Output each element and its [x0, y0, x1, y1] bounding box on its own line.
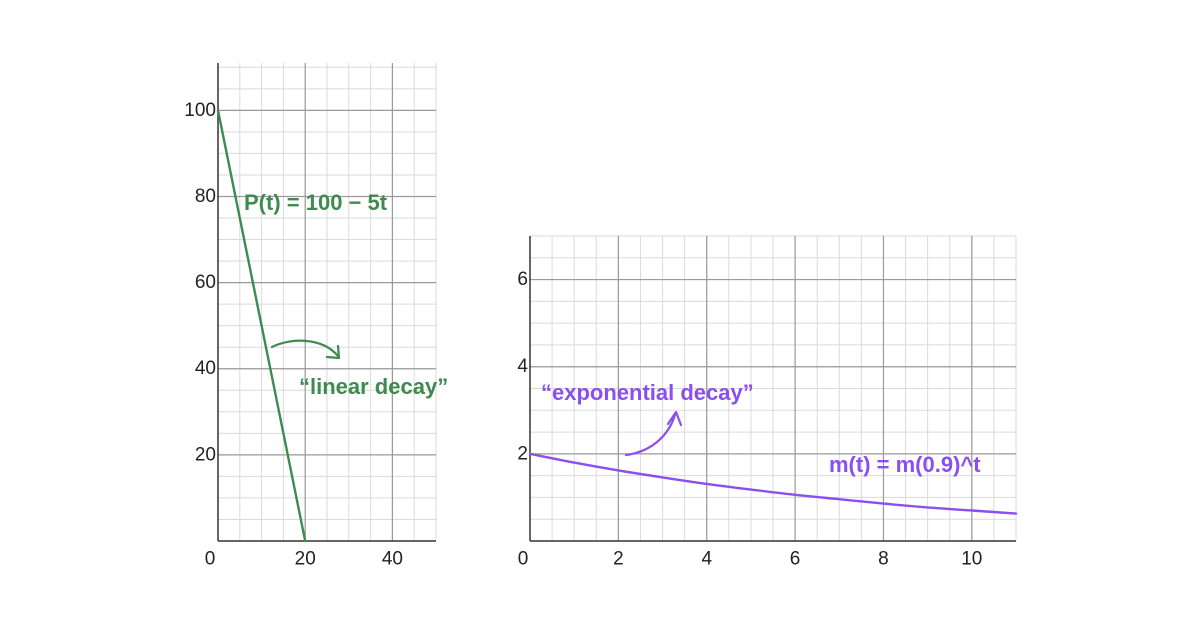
exponential-x-tick-label: 10 — [961, 549, 982, 570]
exponential-chart-axes — [529, 236, 1016, 542]
linear-annotation-arrow-icon — [270, 339, 340, 358]
linear-chart-grid — [218, 63, 437, 541]
exponential-y-tick-label: 2 — [517, 443, 528, 464]
linear-decay-caption: “linear decay” — [299, 374, 448, 399]
linear-equation-label: P(t) = 100 − 5t — [244, 190, 388, 215]
linear-series-line-0 — [216, 109, 307, 543]
exponential-x-tick-label: 6 — [790, 549, 801, 570]
linear-y-tick-label: 100 — [184, 100, 216, 121]
exponential-x-tick-label: 8 — [878, 549, 889, 570]
linear-x-tick-label: 40 — [382, 549, 403, 570]
exponential-x-tick-label: 4 — [701, 549, 712, 570]
exponential-y-tick-label: 6 — [517, 269, 528, 290]
linear-chart-series — [216, 109, 307, 543]
linear-x-tick-label: 0 — [205, 549, 216, 570]
exponential-annotation-arrow-icon — [624, 413, 677, 457]
exponential-series-line-0 — [528, 452, 1018, 515]
exponential-chart-tick-labels: 0 2 4 6 8 10 2 4 6 — [517, 269, 982, 569]
linear-decay-chart: 0 20 40 20 40 60 80 100 P(t) = 100 − 5t “linear… — [184, 63, 448, 570]
exponential-x-tick-label: 2 — [613, 549, 624, 570]
linear-annotation-arrowhead-icon — [325, 344, 341, 360]
linear-x-tick-label: 20 — [295, 549, 316, 570]
exponential-chart-series — [528, 452, 1018, 515]
linear-chart-axes — [217, 63, 436, 542]
linear-y-tick-label: 60 — [195, 272, 216, 293]
linear-chart-tick-labels: 0 20 40 20 40 60 80 100 — [184, 100, 403, 570]
exponential-annotation-arrowhead-icon — [666, 410, 683, 427]
linear-y-tick-label: 40 — [195, 358, 216, 379]
exponential-equation-label: m(t) = m(0.9)^t — [829, 452, 981, 477]
exponential-y-tick-label: 4 — [517, 356, 528, 377]
exponential-decay-caption: “exponential decay” — [541, 380, 754, 405]
exponential-chart-grid — [530, 235, 1017, 541]
linear-y-tick-label: 80 — [195, 186, 216, 207]
exponential-x-tick-label: 0 — [518, 549, 529, 570]
exponential-decay-chart: 0 2 4 6 8 10 2 4 6 “exponential decay” m(t) = m(… — [517, 235, 1018, 570]
linear-y-tick-label: 20 — [195, 444, 216, 465]
